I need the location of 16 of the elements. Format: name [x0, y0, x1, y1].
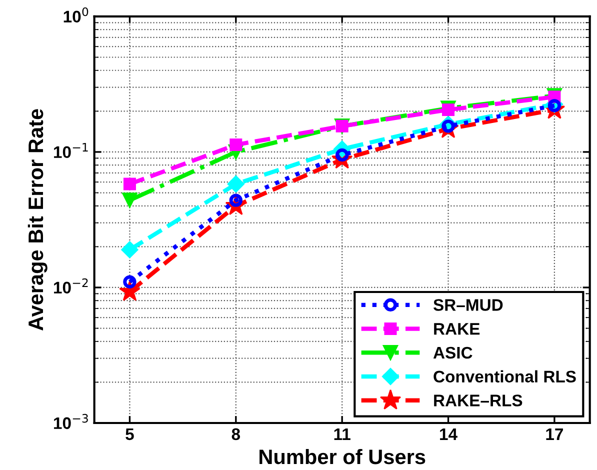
y-tick-label: 10$^{−2}$ — [54, 278, 88, 294]
legend-label: RAKE–RLS — [434, 394, 522, 406]
x-tick-label: 8 — [232, 428, 240, 440]
x-tick-label: 11 — [334, 428, 350, 440]
x-tick-label: 17 — [546, 428, 563, 440]
y-tick-label: 10$^{0}$ — [64, 7, 88, 23]
legend-label: Conventional RLS — [434, 370, 576, 383]
y-tick-label: 10$^{−3}$ — [54, 414, 88, 430]
legend-label: SR–MUD — [433, 299, 503, 311]
y-tick-label: 10$^{−1}$ — [54, 143, 88, 158]
y-axis-title: Average Bit Error Rate — [28, 109, 48, 331]
legend-label: ASIC — [433, 346, 472, 359]
x-tick-label: 5 — [126, 428, 134, 440]
legend-label: RAKE — [434, 323, 480, 335]
x-axis-title: Number of Users — [260, 448, 426, 464]
x-tick-label: 14 — [440, 428, 458, 440]
